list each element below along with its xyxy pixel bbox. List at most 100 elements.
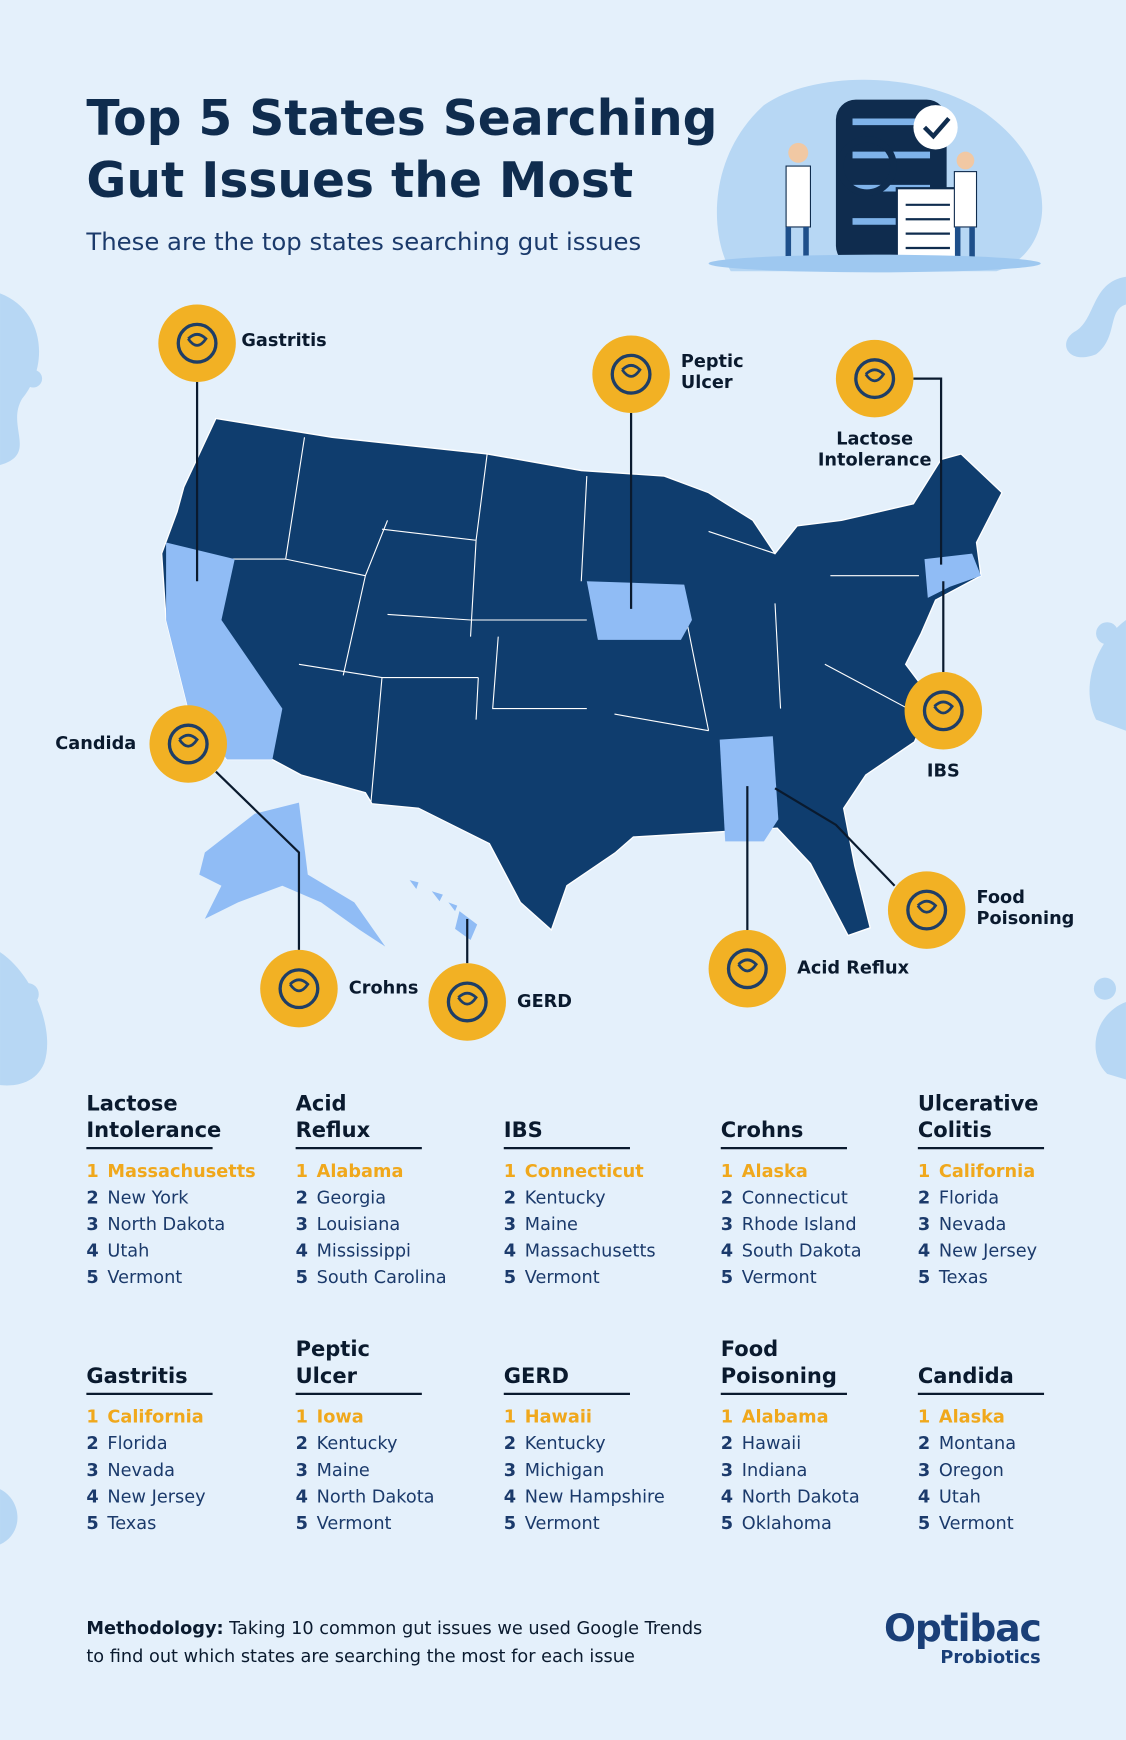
icon-badge	[158, 304, 236, 382]
list-title: Crohns	[721, 1117, 804, 1142]
state: Rhode Island	[742, 1215, 857, 1235]
list-title: Gastritis	[86, 1363, 187, 1388]
icon	[906, 889, 948, 931]
callout-label: Lactose	[836, 430, 913, 450]
decorations	[0, 276, 1126, 1545]
state: Oklahoma	[742, 1514, 832, 1534]
icon-badge	[904, 672, 983, 750]
state: Kentucky	[525, 1188, 606, 1208]
state: Hawaii	[525, 1408, 592, 1428]
list-title: GERD	[504, 1363, 569, 1388]
rank: 5	[721, 1268, 733, 1288]
rank: 1	[86, 1408, 98, 1428]
leader-line	[913, 377, 943, 565]
state: Vermont	[742, 1268, 817, 1288]
rank: 5	[296, 1514, 308, 1534]
icon	[610, 353, 652, 395]
state: Vermont	[939, 1514, 1014, 1534]
state: South Dakota	[742, 1242, 862, 1262]
illustration	[708, 79, 1043, 273]
rank: 2	[86, 1188, 98, 1208]
list-title: Acid	[296, 1090, 347, 1115]
icon	[178, 733, 199, 748]
methodology-label: Methodology:	[86, 1619, 223, 1639]
state: New Jersey	[107, 1487, 205, 1507]
rank: 3	[918, 1215, 930, 1235]
state: Utah	[107, 1242, 149, 1262]
state: Kentucky	[525, 1434, 606, 1454]
list-title: Lactose	[86, 1090, 177, 1115]
state: Michigan	[525, 1461, 604, 1481]
callout-label: Peptic	[681, 352, 744, 372]
callout-label: Ulcer	[681, 373, 733, 393]
icon	[288, 978, 310, 993]
rank: 1	[721, 1408, 733, 1428]
rank: 3	[86, 1215, 98, 1235]
rank: 2	[918, 1188, 930, 1208]
state: Kentucky	[317, 1434, 398, 1454]
state: Iowa	[317, 1408, 364, 1428]
list-title: Ulcerative	[918, 1090, 1039, 1115]
callout-label: Intolerance	[818, 451, 932, 471]
icon	[864, 368, 886, 383]
rank: 4	[918, 1487, 930, 1507]
state: California	[107, 1408, 203, 1428]
rank: 3	[918, 1461, 930, 1481]
state: Florida	[939, 1188, 999, 1208]
state: Vermont	[317, 1514, 392, 1534]
rank: 2	[296, 1188, 308, 1208]
state: New York	[107, 1188, 189, 1208]
state: Montana	[939, 1434, 1016, 1454]
state: Florida	[107, 1434, 167, 1454]
state: Alaska	[742, 1162, 808, 1182]
state: Hawaii	[742, 1434, 801, 1454]
state: California	[939, 1162, 1035, 1182]
rank: 3	[504, 1461, 516, 1481]
rank: 2	[296, 1434, 308, 1454]
icon	[933, 700, 954, 715]
state: Georgia	[317, 1188, 386, 1208]
callout-label: Acid Reflux	[797, 959, 909, 979]
state: New Jersey	[939, 1242, 1037, 1262]
rank: 1	[296, 1162, 308, 1182]
state: Alabama	[742, 1408, 829, 1428]
icon	[278, 968, 320, 1010]
callout-label: Food	[977, 888, 1025, 908]
callout-label: Candida	[55, 734, 136, 754]
rank: 4	[86, 1487, 98, 1507]
list-title: Candida	[918, 1363, 1014, 1388]
state: South Carolina	[317, 1268, 447, 1288]
title: Top 5 States Searching	[86, 91, 717, 147]
icon	[854, 358, 896, 400]
rank: 4	[721, 1242, 733, 1262]
rank: 2	[721, 1188, 733, 1208]
rank: 3	[296, 1461, 308, 1481]
state: Nevada	[107, 1461, 175, 1481]
icon-badge	[260, 949, 338, 1028]
rank: 5	[504, 1514, 516, 1534]
rank: 2	[504, 1188, 516, 1208]
list-title: Colitis	[918, 1117, 992, 1142]
state: Connecticut	[525, 1162, 644, 1182]
state: Vermont	[107, 1268, 182, 1288]
icon-badge	[592, 335, 670, 413]
icon	[922, 690, 964, 732]
icon-badge	[835, 339, 914, 418]
list-title: Peptic	[296, 1336, 370, 1361]
callout-label: GERD	[517, 992, 572, 1012]
icon	[176, 322, 218, 364]
rank: 3	[296, 1215, 308, 1235]
rank: 3	[721, 1215, 733, 1235]
leader-line	[774, 787, 896, 887]
state: Connecticut	[742, 1188, 848, 1208]
state: Mississippi	[317, 1242, 411, 1262]
state: Nevada	[939, 1215, 1007, 1235]
icon	[167, 723, 209, 765]
state: Vermont	[525, 1514, 600, 1534]
rank: 5	[918, 1514, 930, 1534]
rank: 1	[86, 1162, 98, 1182]
rank: 4	[504, 1242, 516, 1262]
rank: 5	[918, 1268, 930, 1288]
state: Massachusetts	[107, 1162, 255, 1182]
rank: 3	[721, 1461, 733, 1481]
